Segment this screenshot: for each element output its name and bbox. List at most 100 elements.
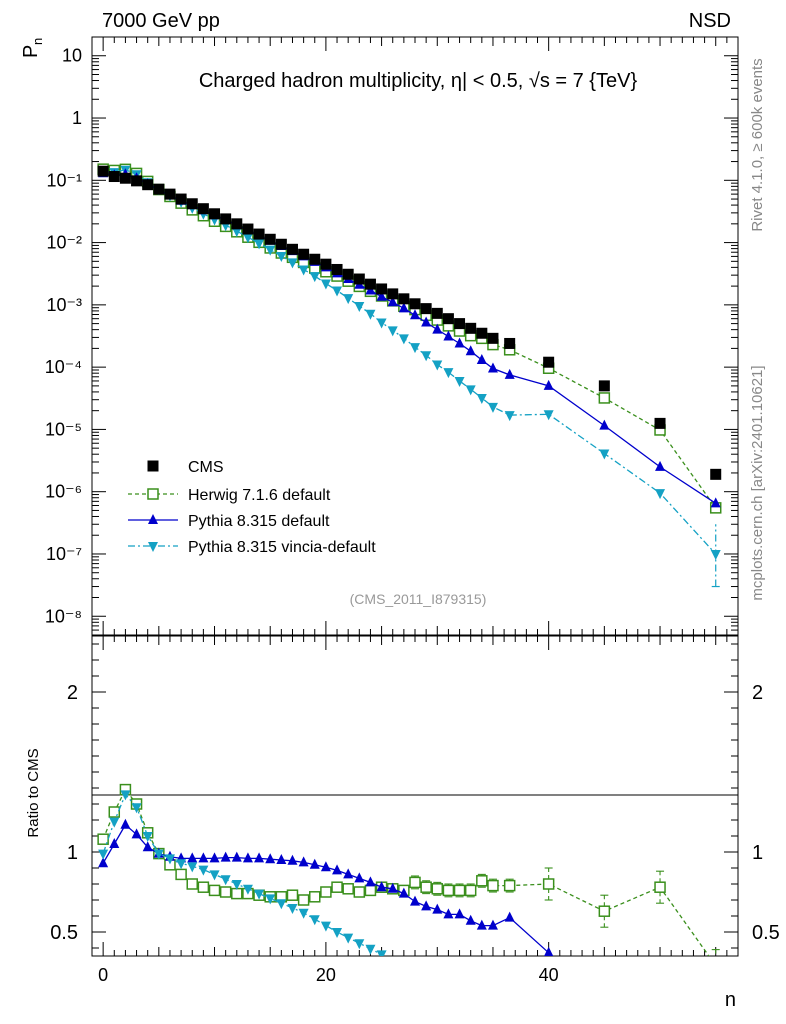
data-point	[365, 309, 376, 320]
ratio-point	[353, 886, 366, 898]
ratio-point	[176, 859, 187, 870]
y-tick-label: 10⁻⁴	[45, 357, 82, 377]
y-axis-label-main-text: P	[20, 45, 42, 58]
data-point	[254, 239, 265, 250]
ratio-point	[365, 944, 376, 955]
data-point	[598, 380, 610, 392]
ratio-point	[131, 803, 142, 814]
data-point	[487, 332, 499, 344]
data-point	[432, 360, 443, 371]
series-cms	[97, 165, 722, 480]
series-line-herwig-7-1-6-default	[103, 168, 717, 509]
data-point	[220, 213, 232, 225]
data-point	[398, 334, 409, 345]
data-point	[231, 218, 243, 230]
ratio-point	[109, 817, 120, 828]
plot-title: Charged hadron multiplicity, η| < 0.5, √…	[199, 70, 638, 92]
data-point	[654, 417, 666, 429]
ratio-point	[286, 889, 299, 901]
data-point	[421, 351, 432, 362]
data-point	[387, 326, 398, 337]
ratio-plot-frame	[91, 635, 739, 957]
ratio-point	[320, 886, 332, 898]
ratio-y-tick-label-right: 2	[752, 682, 763, 704]
ratio-point	[544, 946, 554, 956]
data-point	[209, 208, 221, 220]
ratio-y-tick-label-right: 1	[752, 842, 763, 864]
data-point	[398, 302, 409, 313]
data-point	[465, 345, 476, 356]
ratio-point	[298, 856, 309, 867]
data-point	[487, 402, 498, 413]
data-point	[476, 354, 487, 365]
data-point	[476, 327, 488, 339]
series-pythia-8-315-default	[98, 167, 721, 508]
ratio-point	[242, 884, 253, 895]
data-point	[197, 203, 209, 215]
data-point	[398, 293, 410, 305]
ratio-point	[142, 841, 153, 852]
ratio-y-tick-label-right: 0.5	[752, 922, 780, 944]
ratio-point	[297, 894, 310, 906]
ratio-point	[98, 849, 109, 860]
x-tick-label: 20	[316, 965, 336, 985]
y-tick-label: 10⁻⁷	[46, 544, 82, 564]
data-point	[410, 309, 420, 320]
ratio-point	[209, 870, 220, 881]
ratio-point	[187, 862, 198, 873]
data-point	[287, 258, 298, 269]
data-point	[298, 248, 310, 260]
ratio-point	[443, 908, 454, 919]
ratio-point	[197, 881, 210, 893]
analysis-label: (CMS_2011_I879315)	[350, 591, 487, 607]
ratio-point	[354, 872, 365, 883]
ratio-point	[175, 868, 187, 881]
ratio-point	[231, 851, 242, 862]
data-point	[253, 228, 265, 240]
data-point	[376, 290, 387, 301]
data-point	[409, 298, 421, 310]
ratio-point	[153, 849, 164, 860]
data-point	[354, 301, 365, 312]
data-point	[465, 385, 476, 396]
data-point	[465, 322, 477, 334]
data-point	[710, 497, 721, 508]
ratio-point	[198, 865, 209, 876]
header-energy-label: 7000 GeV pp	[102, 10, 220, 32]
data-point	[442, 313, 454, 325]
x-axis-label: n	[725, 989, 736, 1011]
ratio-point	[198, 852, 209, 863]
ratio-point	[220, 851, 231, 862]
data-point	[242, 223, 254, 235]
y-tick-label: 10⁻⁵	[45, 419, 82, 439]
ratio-point	[504, 911, 515, 922]
ratio-point	[354, 939, 365, 950]
ratio-point	[209, 852, 220, 863]
ratio-point	[487, 919, 498, 930]
ratio-point	[208, 884, 221, 897]
ratio-point	[476, 875, 488, 887]
ratio-point	[254, 889, 265, 900]
data-point	[231, 227, 242, 238]
data-point	[286, 243, 298, 255]
ratio-point	[409, 876, 421, 889]
ratio-point	[164, 854, 175, 865]
ratio-point	[398, 887, 409, 898]
data-point	[265, 245, 276, 256]
data-point	[298, 265, 309, 276]
data-point	[487, 362, 498, 373]
ratio-point	[231, 887, 243, 900]
ratio-point	[542, 878, 555, 890]
data-point	[331, 263, 343, 275]
legend-entry-cms: CMS	[147, 459, 224, 476]
data-point	[364, 278, 376, 290]
data-point	[164, 188, 176, 200]
data-point	[387, 288, 399, 300]
legend-label: Pythia 8.315 vincia-default	[188, 539, 376, 556]
ratio-point	[187, 852, 198, 863]
data-point	[376, 283, 388, 295]
y-tick-label: 1	[72, 108, 82, 128]
ratio-point	[287, 854, 298, 865]
ratio-point	[265, 894, 276, 905]
